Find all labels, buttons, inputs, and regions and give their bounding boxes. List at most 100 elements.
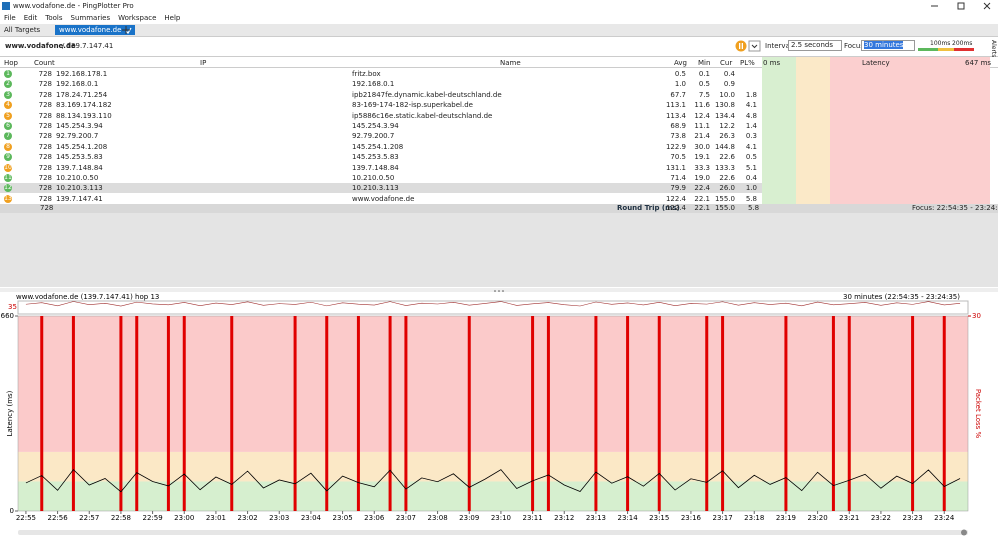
- tab[interactable]: All Targets: [0, 25, 44, 35]
- cell: 1.0: [674, 80, 686, 89]
- x-tick-label: 23:12: [554, 514, 574, 522]
- cell: 192.168.178.1: [56, 70, 108, 78]
- menu-bar: File Edit Tools Summaries Workspace Help: [0, 12, 998, 24]
- cell: 113.4: [665, 111, 686, 120]
- cell: 71.4: [670, 174, 686, 182]
- cell: 19.1: [694, 153, 710, 162]
- y-tick-label: 0: [10, 507, 14, 515]
- cell: 12.2: [719, 122, 735, 130]
- latency-title: Latency: [862, 59, 890, 67]
- cell: 192.168.0.1: [56, 80, 99, 89]
- hop-badge: 10: [4, 163, 12, 172]
- cell: 1.0: [745, 184, 757, 193]
- column-header: Avg: [674, 59, 687, 67]
- cell: 728: [38, 90, 52, 99]
- add-tab[interactable]: [122, 26, 130, 34]
- hop-badge: 11: [4, 174, 12, 182]
- cell: ip5886c16e.static.kabel-deutschland.de: [352, 111, 493, 120]
- focus-select[interactable]: 30 minutes: [861, 40, 915, 51]
- hop-badge: 12: [4, 184, 12, 193]
- hop-badge: 9: [4, 153, 12, 162]
- hop-badge: 5: [4, 111, 12, 120]
- loss-bar: [356, 316, 360, 511]
- cell: 0.4: [723, 70, 735, 78]
- latency-band: [830, 57, 990, 204]
- column-header: Name: [500, 59, 521, 67]
- menu-item[interactable]: Edit: [23, 14, 38, 22]
- x-tick-label: 22:56: [47, 514, 68, 522]
- menu-item[interactable]: Summaries: [70, 14, 111, 22]
- hop-badge: 1: [4, 70, 12, 78]
- timeline-chart: www.vodafone.de (139.7.147.41) hop 13 30 …: [0, 288, 998, 536]
- x-tick-label: 23:11: [522, 514, 542, 522]
- latency-max: 647 ms: [965, 59, 992, 67]
- hop-badge: 4: [4, 101, 12, 110]
- x-tick-label: 23:16: [681, 514, 702, 522]
- menu-item[interactable]: Tools: [45, 14, 63, 22]
- loss-bar: [847, 316, 851, 511]
- cell: 728: [38, 111, 52, 120]
- cell: 728: [38, 80, 52, 89]
- cell: 79.9: [670, 184, 686, 193]
- loss-bar: [594, 316, 598, 511]
- splitter: [0, 288, 998, 292]
- loss-bar: [230, 316, 234, 511]
- scroll-thumb: [961, 529, 967, 536]
- x-tick-label: 23:20: [807, 514, 827, 522]
- cell: 4.1: [745, 101, 757, 110]
- tab-active[interactable]: www.vodafone.de: [55, 25, 136, 35]
- target-host: www.vodafone.de: [5, 42, 76, 50]
- cell: 139.7.148.84: [352, 163, 399, 172]
- cell: 728: [38, 101, 52, 110]
- legend-label: 200ms: [952, 40, 973, 47]
- cell: 134.4: [714, 111, 735, 120]
- pause-button[interactable]: [735, 40, 761, 52]
- legend-label: 100ms: [930, 40, 951, 47]
- cell: 130.8: [714, 101, 735, 110]
- chart-subtitle: 30 minutes (22:54:35 - 23:24:35): [843, 293, 960, 301]
- x-tick-label: 23:21: [839, 514, 859, 522]
- loss-bar: [784, 316, 788, 511]
- cell: 0.5: [698, 80, 710, 89]
- x-tick-label: 23:19: [776, 514, 796, 522]
- interval-select[interactable]: 2.5 seconds: [788, 40, 842, 51]
- column-header: Hop: [4, 59, 18, 67]
- loss-bar: [325, 316, 329, 511]
- loss-bar: [911, 316, 915, 511]
- cell: 0.3: [745, 132, 757, 141]
- legend-bar: [918, 48, 974, 51]
- hop-badge: 13: [4, 194, 12, 203]
- cell: 145.254.3.94: [56, 122, 103, 130]
- alerts-tab[interactable]: Alerts: [990, 40, 997, 58]
- menu-item[interactable]: File: [4, 14, 16, 22]
- cell: 139.7.147.41: [56, 194, 103, 203]
- x-tick-label: 23:17: [712, 514, 732, 522]
- menu-item[interactable]: Help: [164, 14, 181, 22]
- loss-bar: [657, 316, 661, 511]
- cell: 22.6: [719, 153, 735, 162]
- cell: 67.7: [670, 90, 686, 99]
- check-icon: [125, 27, 132, 34]
- loss-bar: [942, 316, 946, 511]
- menu-item[interactable]: Workspace: [118, 14, 157, 22]
- cell: 113.1: [665, 101, 686, 110]
- x-tick-label: 23:10: [491, 514, 511, 522]
- cell: 728: [38, 70, 52, 78]
- y-axis-label: Latency (ms): [6, 390, 14, 436]
- column-header: Min: [698, 59, 711, 67]
- cell: 5.8: [745, 194, 757, 203]
- x-tick-label: 23:00: [174, 514, 194, 522]
- cell: 145.254.1.208: [56, 142, 108, 151]
- cell: 122.4: [665, 194, 686, 203]
- band-good: [18, 481, 968, 511]
- loss-bar: [831, 316, 835, 511]
- hop-badge: 3: [4, 90, 12, 99]
- x-tick-label: 23:02: [237, 514, 257, 522]
- latency-line: [25, 469, 961, 493]
- cell: 33.3: [694, 163, 710, 172]
- cell: 11.6: [694, 101, 710, 110]
- window-controls[interactable]: [925, 0, 998, 12]
- x-tick-label: 22:58: [111, 514, 131, 522]
- x-tick-label: 22:57: [79, 514, 99, 522]
- hop-table: Hop Count IP Name Avg Min Cur PL% 0 ms Latency 647…: [0, 57, 998, 287]
